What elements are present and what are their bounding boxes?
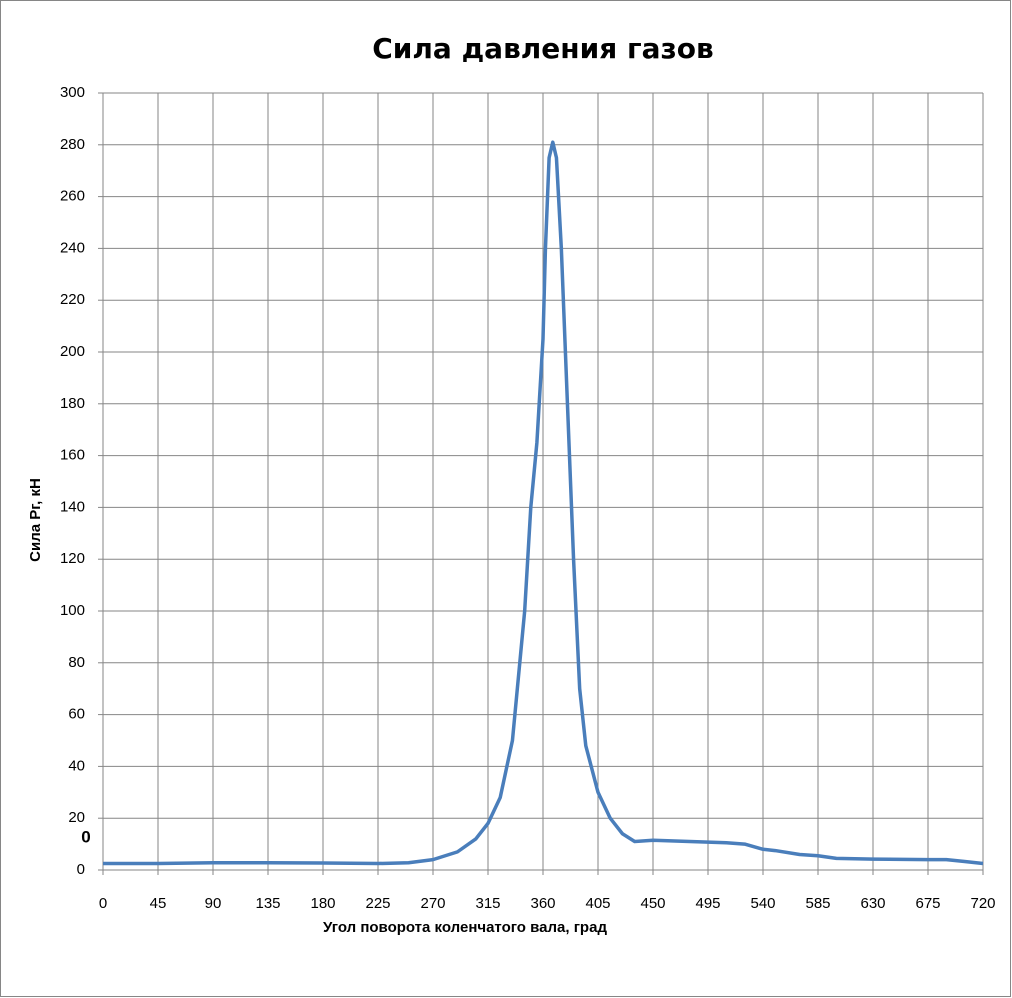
x-tick-label: 360 [530, 895, 555, 912]
x-tick-label: 180 [310, 895, 335, 912]
y-axis-title: Сила Рг, кН [27, 478, 44, 562]
y-tick-label: 20 [68, 809, 85, 826]
x-tick-label: 90 [205, 895, 222, 912]
y-tick-label: 240 [60, 239, 85, 256]
y-tick-label: 40 [68, 757, 85, 774]
x-tick-label: 315 [475, 895, 500, 912]
x-tick-label: 270 [420, 895, 445, 912]
x-tick-label: 45 [150, 895, 167, 912]
chart-title: Сила давления газов [372, 32, 713, 65]
y-tick-label: 200 [60, 343, 85, 360]
y-tick-label: 60 [68, 706, 85, 723]
x-tick-label: 450 [640, 895, 665, 912]
y-tick-label: 260 [60, 188, 85, 205]
x-tick-label: 585 [805, 895, 830, 912]
y-tick-label: 80 [68, 654, 85, 671]
x-tick-label: 675 [915, 895, 940, 912]
x-tick-label: 225 [365, 895, 390, 912]
y-tick-label: 0 [77, 861, 85, 878]
y-tick-label: 280 [60, 136, 85, 153]
data-line [103, 140, 984, 866]
y-tick-label: 100 [60, 602, 85, 619]
y-tick-label: 140 [60, 498, 85, 515]
x-tick-label: 0 [99, 895, 107, 912]
x-tick-label: 540 [750, 895, 775, 912]
x-tick-label: 720 [970, 895, 995, 912]
y-tick-label: 120 [60, 550, 85, 567]
x-tick-label: 405 [585, 895, 610, 912]
y-tick-label: 180 [60, 395, 85, 412]
annotation: 0 [81, 827, 90, 846]
x-tick-label: 630 [860, 895, 885, 912]
y-tick-label: 160 [60, 447, 85, 464]
y-tick-label: 300 [60, 84, 85, 101]
x-tick-label: 495 [695, 895, 720, 912]
x-axis-title: Угол поворота коленчатого вала, град [323, 919, 607, 936]
x-tick-label: 135 [255, 895, 280, 912]
y-tick-label: 220 [60, 291, 85, 308]
